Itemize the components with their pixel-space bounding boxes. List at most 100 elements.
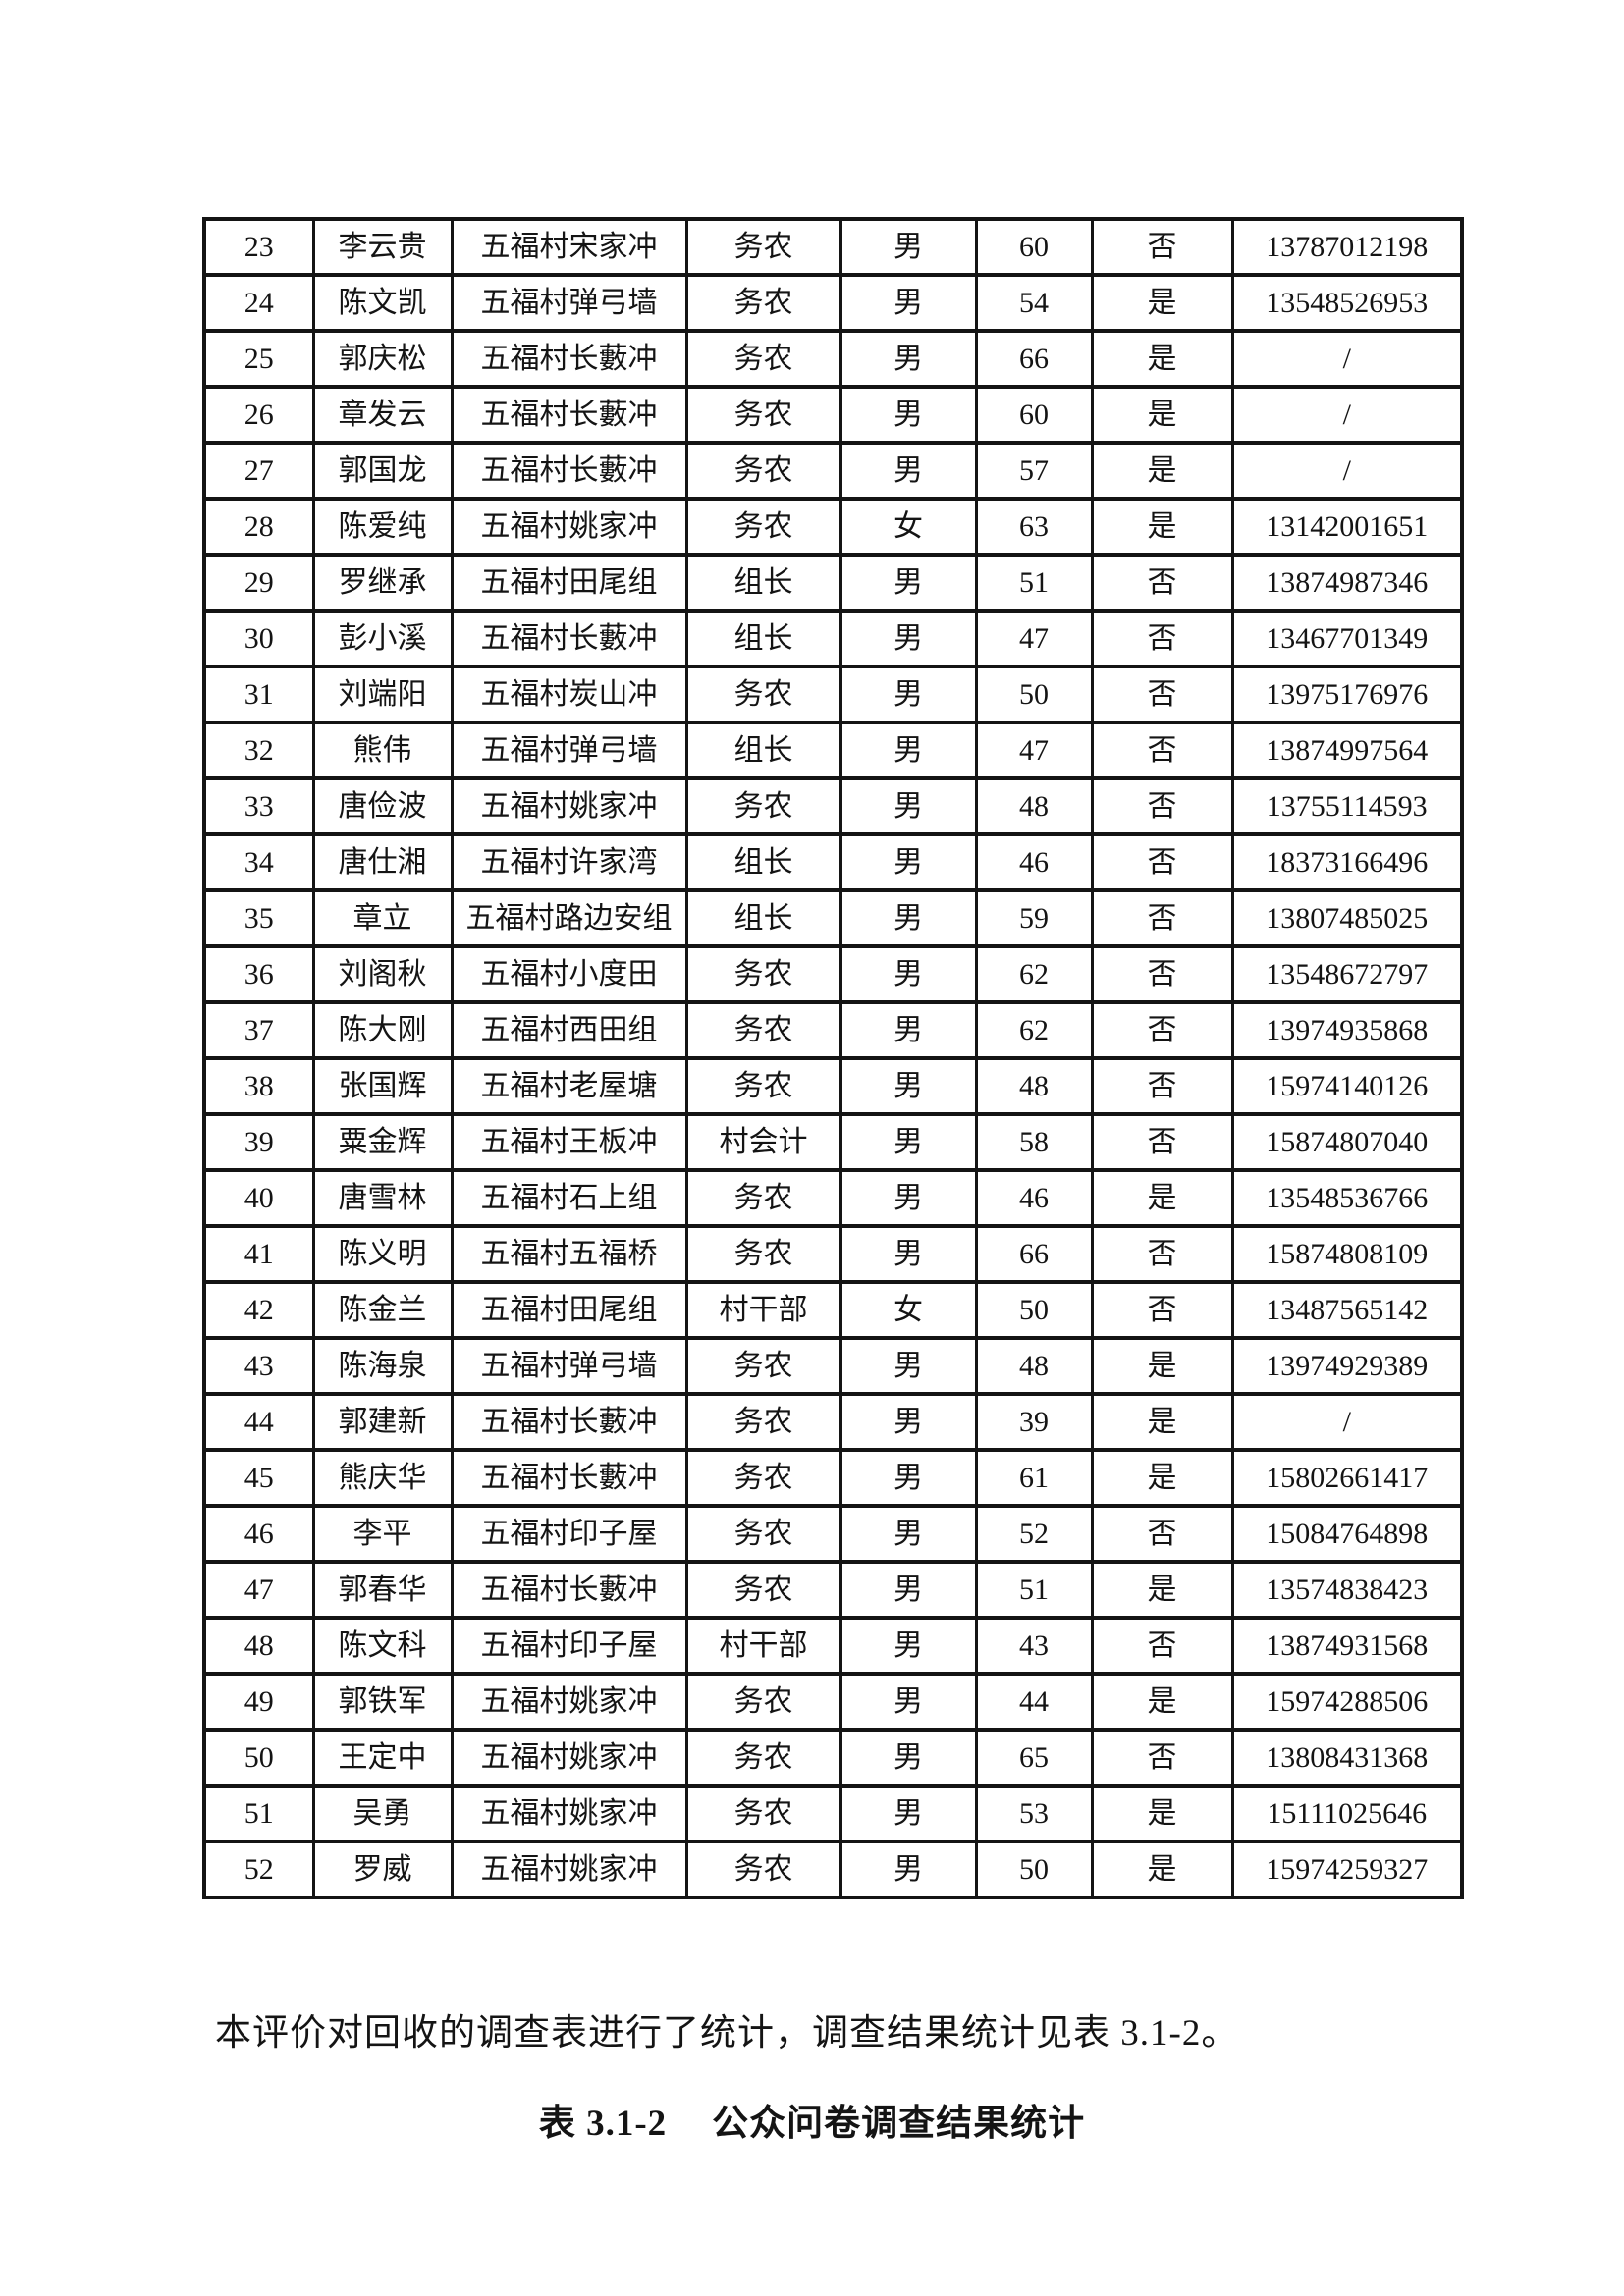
table-cell: 务农 xyxy=(684,273,842,333)
table-cell: 否 xyxy=(1090,1280,1234,1340)
table-row: 47 郭春华 五福村长藪冲 务农男 51 是 13574838423 xyxy=(202,1560,1464,1620)
table-cell: 否 xyxy=(1090,1000,1234,1060)
table-cell: 38 xyxy=(202,1056,315,1116)
table-cell: 39 xyxy=(202,1112,315,1172)
table-cell: 郭建新 xyxy=(311,1392,454,1452)
table-cell: 彭小溪 xyxy=(311,609,454,668)
table-cell: 务农 xyxy=(684,1504,842,1564)
table-cell: 13548526953 xyxy=(1230,273,1464,333)
table-cell: 男 xyxy=(839,609,978,668)
table-cell: 13807485025 xyxy=(1230,888,1464,948)
table-cell: 15974259327 xyxy=(1230,1840,1464,1899)
table-cell: 五福村弹弓墙 xyxy=(450,1336,688,1396)
table-cell: 男 xyxy=(839,776,978,836)
table-cell: 务农 xyxy=(684,1448,842,1508)
table-cell: 务农 xyxy=(684,665,842,724)
table-row: 26 章发云 五福村长藪冲 务农男 60 是 / xyxy=(202,385,1464,445)
table-cell: 否 xyxy=(1090,776,1234,836)
table-cell: 五福村石上组 xyxy=(450,1168,688,1228)
table-cell: 54 xyxy=(974,273,1094,333)
table-cell: 五福村许家湾 xyxy=(450,832,688,892)
table-cell: 41 xyxy=(202,1224,315,1284)
table-cell: 五福村田尾组 xyxy=(450,1280,688,1340)
table-cell: / xyxy=(1230,385,1464,445)
table-cell: 村会计 xyxy=(684,1112,842,1172)
table-cell: 组长 xyxy=(684,888,842,948)
table-row: 29 罗继承 五福村田尾组 组长男 51 否 13874987346 xyxy=(202,553,1464,613)
table-cell: 60 xyxy=(974,217,1094,277)
table-cell: 务农 xyxy=(684,385,842,445)
table-cell: 五福村西田组 xyxy=(450,1000,688,1060)
table-cell: 王定中 xyxy=(311,1728,454,1788)
table-cell: 29 xyxy=(202,553,315,613)
table-cell: 15802661417 xyxy=(1230,1448,1464,1508)
table-cell: 13574838423 xyxy=(1230,1560,1464,1620)
table-cell: 男 xyxy=(839,1000,978,1060)
table-cell: 否 xyxy=(1090,888,1234,948)
table-cell: 刘端阳 xyxy=(311,665,454,724)
table-row: 28 陈爱纯 五福村姚家冲 务农女 63 是 13142001651 xyxy=(202,497,1464,557)
table-cell: 男 xyxy=(839,1112,978,1172)
table-cell: 组长 xyxy=(684,832,842,892)
table-cell: 男 xyxy=(839,1056,978,1116)
table-cell: 五福村印子屋 xyxy=(450,1616,688,1676)
table-cell: 51 xyxy=(202,1784,315,1843)
table-cell: 23 xyxy=(202,217,315,277)
table-cell: 否 xyxy=(1090,1112,1234,1172)
table-cell: 务农 xyxy=(684,497,842,557)
table-cell: 48 xyxy=(202,1616,315,1676)
table-cell: 男 xyxy=(839,1560,978,1620)
table-cell: 40 xyxy=(202,1168,315,1228)
table-cell: 58 xyxy=(974,1112,1094,1172)
table-row: 30 彭小溪 五福村长藪冲 组长男 47 否 13467701349 xyxy=(202,609,1464,668)
table-cell: 26 xyxy=(202,385,315,445)
table-cell: 男 xyxy=(839,1840,978,1899)
table-cell: 郭春华 xyxy=(311,1560,454,1620)
table-row: 23 李云贵 五福村宋家冲 务农男 60 否 13787012198 xyxy=(202,217,1464,277)
table-cell: 五福村长藪冲 xyxy=(450,385,688,445)
table-cell: 唐雪林 xyxy=(311,1168,454,1228)
table-cell: 否 xyxy=(1090,1224,1234,1284)
table-cell: 59 xyxy=(974,888,1094,948)
table-cell: 否 xyxy=(1090,1728,1234,1788)
table-cell: 男 xyxy=(839,1224,978,1284)
table-cell: 45 xyxy=(202,1448,315,1508)
table-cell: 男 xyxy=(839,441,978,501)
table-cell: 五福村长藪冲 xyxy=(450,609,688,668)
table-cell: 陈文科 xyxy=(311,1616,454,1676)
table-cell: 30 xyxy=(202,609,315,668)
table-cell: 吴勇 xyxy=(311,1784,454,1843)
table-cell: 31 xyxy=(202,665,315,724)
table-cell: 13755114593 xyxy=(1230,776,1464,836)
table-row: 43 陈海泉 五福村弹弓墙 务农男 48 是 13974929389 xyxy=(202,1336,1464,1396)
table-cell: 五福村五福桥 xyxy=(450,1224,688,1284)
table-cell: 五福村长藪冲 xyxy=(450,1392,688,1452)
table-cell: 务农 xyxy=(684,1784,842,1843)
table-cell: 66 xyxy=(974,1224,1094,1284)
table-cell: 刘阁秋 xyxy=(311,944,454,1004)
table-cell: 52 xyxy=(974,1504,1094,1564)
table-cell: 53 xyxy=(974,1784,1094,1843)
table-cell: 50 xyxy=(202,1728,315,1788)
table-cell: 13487565142 xyxy=(1230,1280,1464,1340)
table-cell: 44 xyxy=(974,1672,1094,1732)
table-cell: 男 xyxy=(839,832,978,892)
table-cell: 陈大刚 xyxy=(311,1000,454,1060)
table-row: 37 陈大刚 五福村西田组 务农男 62 否 13974935868 xyxy=(202,1000,1464,1060)
table-cell: 否 xyxy=(1090,217,1234,277)
table-cell: 粟金辉 xyxy=(311,1112,454,1172)
table-row: 46 李平 五福村印子屋 务农男 52 否 15084764898 xyxy=(202,1504,1464,1564)
table-cell: 47 xyxy=(202,1560,315,1620)
table-cell: 务农 xyxy=(684,217,842,277)
table-cell: 18373166496 xyxy=(1230,832,1464,892)
table-row: 50 王定中 五福村姚家冲 务农男 65 否 13808431368 xyxy=(202,1728,1464,1788)
survey-respondents-table: 23 李云贵 五福村宋家冲 务农男 60 否 13787012198 24 陈文凯 五福村弹弓墙务… xyxy=(202,217,1464,1899)
table-cell: 唐俭波 xyxy=(311,776,454,836)
table-cell: 47 xyxy=(974,609,1094,668)
table-cell: 五福村长藪冲 xyxy=(450,1560,688,1620)
table-cell: 五福村姚家冲 xyxy=(450,497,688,557)
table-caption: 表 3.1-2 公众问卷调查结果统计 xyxy=(0,2093,1624,2146)
table-cell: 是 xyxy=(1090,1336,1234,1396)
table-cell: 陈爱纯 xyxy=(311,497,454,557)
table-cell: 15974288506 xyxy=(1230,1672,1464,1732)
